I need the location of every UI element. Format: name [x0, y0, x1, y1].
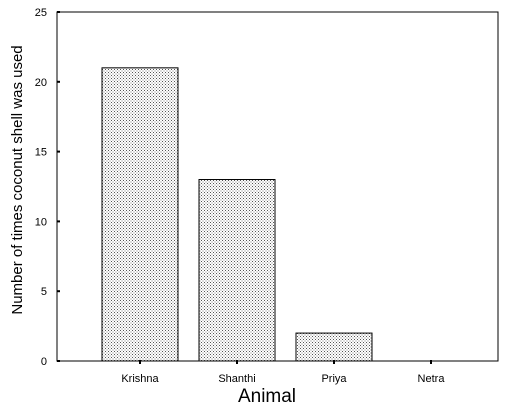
x-tick-label: Netra: [418, 373, 446, 385]
bar-priya: [295, 332, 373, 362]
bars-layer: [101, 67, 373, 362]
x-axis: Krishna Shanthi Priya Netra: [121, 360, 445, 385]
y-tick-label: 25: [35, 7, 47, 19]
bar-krishna: [101, 67, 179, 362]
y-tick-label: 5: [41, 286, 47, 298]
y-tick-label: 10: [35, 216, 47, 228]
x-axis-title: Animal: [238, 386, 296, 407]
y-tick-label: 15: [35, 147, 47, 159]
bar-shanthi: [198, 179, 276, 362]
x-tick-label: Shanthi: [218, 373, 255, 385]
y-axis-title: Number of times coconut shell was used: [9, 45, 26, 314]
y-axis: 0 5 10 15 20 25: [35, 7, 60, 368]
x-tick-label: Krishna: [121, 373, 159, 385]
y-tick-label: 20: [35, 77, 47, 89]
y-tick-label: 0: [41, 356, 47, 368]
x-tick-label: Priya: [321, 373, 347, 385]
